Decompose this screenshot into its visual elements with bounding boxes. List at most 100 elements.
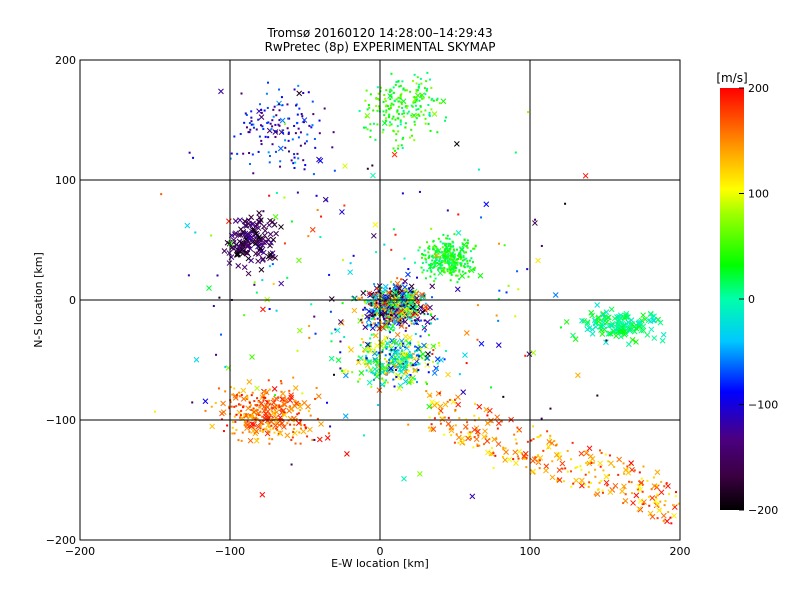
- data-point-dot: [608, 454, 611, 457]
- data-point-dot: [530, 439, 533, 442]
- data-point-dot: [377, 105, 380, 108]
- data-point-dot: [413, 315, 416, 318]
- data-point-cross: [526, 351, 533, 357]
- data-point-cross: [649, 495, 656, 501]
- data-point-cross: [506, 456, 513, 463]
- data-point-dot: [306, 435, 309, 438]
- data-point-dot: [438, 258, 441, 261]
- data-point-dot: [311, 124, 314, 127]
- data-point-cross: [257, 419, 264, 426]
- data-point-dot: [429, 312, 432, 315]
- data-point-dot: [245, 126, 248, 129]
- data-point-dot: [357, 380, 360, 383]
- data-point-dot: [391, 309, 394, 312]
- data-point-dot: [236, 152, 239, 155]
- data-point-cross: [247, 235, 254, 242]
- data-point-cross: [607, 330, 614, 337]
- data-point-dot: [293, 423, 296, 426]
- data-point-cross: [627, 327, 633, 334]
- data-point-dot: [233, 135, 236, 138]
- data-point-dot: [492, 452, 495, 455]
- data-point-dot: [433, 280, 436, 283]
- data-point-dot: [451, 253, 454, 256]
- data-point-dot: [642, 465, 645, 468]
- data-point-dot: [304, 142, 307, 145]
- data-point-dot: [456, 261, 459, 264]
- data-point-dot: [389, 314, 392, 317]
- data-point-dot: [229, 157, 232, 160]
- data-point-cross: [401, 284, 408, 291]
- data-point-cross: [342, 413, 349, 419]
- data-point-cross: [665, 483, 671, 489]
- data-point-dot: [460, 431, 463, 434]
- data-point-dot: [411, 309, 414, 312]
- data-point-dot: [245, 397, 248, 400]
- data-point-dot: [210, 234, 213, 237]
- data-point-dot: [402, 88, 405, 91]
- data-point-dot: [403, 257, 406, 260]
- data-point-dot: [580, 481, 583, 484]
- data-point-dot: [262, 428, 265, 431]
- data-point-dot: [401, 147, 404, 150]
- data-point-dot: [473, 414, 476, 417]
- data-point-cross: [315, 393, 322, 400]
- data-point-dot: [359, 344, 362, 347]
- data-point-dot: [532, 425, 535, 428]
- data-point-cross: [622, 467, 629, 473]
- data-point-dot: [312, 173, 315, 176]
- data-point-dot: [400, 378, 403, 381]
- data-point-dot: [386, 320, 389, 323]
- data-point-cross: [360, 290, 367, 296]
- data-point-dot: [283, 123, 286, 126]
- data-point-dot: [432, 266, 435, 269]
- data-point-dot: [292, 427, 295, 430]
- data-point-dot: [381, 131, 384, 134]
- data-point-dot: [480, 216, 483, 219]
- data-point-dot: [273, 431, 276, 434]
- data-point-cross: [369, 299, 376, 306]
- data-point-dot: [424, 93, 427, 96]
- data-point-dot: [389, 311, 392, 314]
- data-point-dot: [365, 369, 368, 372]
- data-point-cross: [448, 424, 455, 431]
- data-point-dot: [662, 519, 665, 522]
- data-point-cross: [226, 218, 232, 225]
- data-point-dot: [395, 133, 398, 136]
- data-point-dot: [525, 466, 528, 469]
- data-point-cross: [246, 379, 253, 385]
- data-point-dot: [622, 502, 625, 505]
- data-point-dot: [257, 400, 260, 403]
- data-point-dot: [412, 364, 415, 367]
- data-point-dot: [445, 256, 448, 259]
- data-point-dot: [383, 381, 386, 384]
- data-point-dot: [389, 89, 392, 92]
- data-point-cross: [460, 389, 467, 395]
- data-point-dot: [497, 319, 500, 322]
- data-point-dot: [269, 402, 272, 405]
- data-point-dot: [399, 97, 402, 100]
- data-point-dot: [404, 329, 407, 332]
- data-point-dot: [417, 89, 420, 92]
- data-point-dot: [461, 270, 464, 273]
- data-point-dot: [251, 153, 254, 156]
- data-point-dot: [457, 254, 460, 257]
- data-point-dot: [469, 437, 472, 440]
- data-point-dot: [411, 79, 414, 82]
- data-point-dot: [418, 83, 421, 86]
- data-point-cross: [411, 355, 418, 362]
- data-point-dot: [349, 262, 352, 265]
- data-point-dot: [421, 271, 424, 274]
- data-point-dot: [257, 118, 260, 121]
- data-point-dot: [417, 368, 420, 371]
- colorbar-tick-label: 100: [748, 188, 769, 201]
- data-point-dot: [372, 315, 375, 318]
- data-point-dot: [386, 345, 389, 348]
- data-point-cross: [366, 322, 372, 329]
- data-point-dot: [378, 355, 381, 358]
- data-point-dot: [302, 159, 305, 162]
- data-point-dot: [412, 363, 415, 366]
- data-point-dot: [390, 348, 393, 351]
- data-point-dot: [538, 435, 541, 438]
- data-point-dot: [392, 283, 395, 286]
- x-axis-ticks: −200 −100 0 100 200: [65, 545, 691, 558]
